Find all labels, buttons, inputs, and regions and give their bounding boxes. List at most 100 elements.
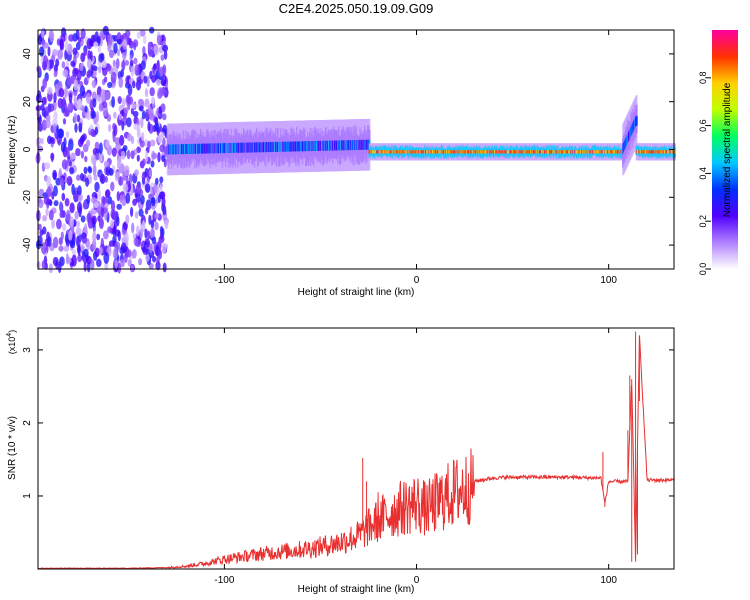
spectrogram-cell xyxy=(96,35,101,44)
spectrogram-cell xyxy=(52,118,58,127)
spectrogram-cell xyxy=(118,176,124,186)
spectrogram-cell xyxy=(61,192,66,201)
spectrogram-cell xyxy=(130,150,135,160)
spectrogram-cell xyxy=(69,167,75,175)
spectrogram-cell xyxy=(151,236,157,245)
spectrogram-cell xyxy=(160,54,165,61)
spectrogram-cell xyxy=(111,96,115,108)
spectrogram-cell xyxy=(77,36,82,43)
spectrogram-cell xyxy=(118,76,124,88)
spectrogram-cell xyxy=(70,60,76,67)
spectrogram-cell xyxy=(79,63,84,72)
spectrogram-cell xyxy=(97,188,102,201)
spectrogram-cell xyxy=(130,206,134,217)
spectrogram-cell xyxy=(67,102,72,111)
spectrogram-cell xyxy=(110,71,117,84)
spectrogram-cell xyxy=(144,228,148,239)
spectrogram-cell xyxy=(116,38,123,45)
spectrogram-cell xyxy=(85,177,90,187)
spectrogram-cell xyxy=(51,219,55,229)
spectrogram-cell xyxy=(97,45,101,53)
spectrogram-cell xyxy=(142,158,146,166)
spectrogram-cell xyxy=(109,49,114,59)
spectrogram-cell xyxy=(122,38,128,51)
spectrogram-cell xyxy=(120,242,127,253)
spectrogram-cell xyxy=(154,212,160,220)
spectrogram-cell xyxy=(105,139,110,149)
spectrogram-cell xyxy=(149,70,153,80)
spectrogram-cell xyxy=(128,96,134,105)
spectrogram-cell xyxy=(116,203,122,210)
spectrogram-cell xyxy=(62,69,69,78)
spectrogram-y-tick-label: 0 xyxy=(22,146,33,152)
colorbar-tick-label: 0.6 xyxy=(698,119,708,132)
spectrogram-cell xyxy=(95,152,99,161)
spectrogram-cell xyxy=(162,113,167,121)
spectrogram-cell xyxy=(45,208,49,217)
spectrogram-cell xyxy=(137,98,144,106)
spectrogram-panel: -100 0 100 -40 -20 0 20 40 Height of straight … xyxy=(7,25,676,298)
colorbar: 0.0 0.2 0.4 0.6 0.8 Normalized spectral ampl… xyxy=(698,30,738,275)
spectrogram-cell xyxy=(143,35,147,44)
spectrogram-cell xyxy=(62,118,67,125)
spectrogram-cell xyxy=(113,111,117,119)
spectrogram-cell xyxy=(77,98,83,109)
spectrogram-cell xyxy=(56,38,61,46)
spectrogram-cell xyxy=(148,169,153,178)
spectrogram-cell xyxy=(61,159,68,170)
spectrogram-cell xyxy=(86,240,91,251)
spectrogram-cell xyxy=(155,177,159,185)
spectrogram-cell xyxy=(160,131,165,139)
spectrogram-cell xyxy=(86,255,92,265)
spectrogram-cell xyxy=(113,42,118,54)
spectrogram-cell xyxy=(86,38,93,50)
spectrogram-cell xyxy=(156,256,160,265)
snr-plot-area xyxy=(38,328,674,569)
spectrogram-cell xyxy=(159,66,164,77)
spectrogram-cell xyxy=(53,92,57,103)
snr-panel: -100 0 100 1 2 3 Height of straight line (km… xyxy=(6,327,675,595)
spectrogram-cell xyxy=(90,63,94,76)
spectrogram-cell xyxy=(153,44,159,56)
spectrogram-cell xyxy=(90,154,97,165)
spectrogram-cell xyxy=(107,33,113,46)
spectrogram-cell xyxy=(114,259,118,269)
spectrogram-cell xyxy=(136,154,140,162)
spectrogram-cell xyxy=(91,79,97,89)
spectrogram-cell xyxy=(65,209,71,222)
spectrogram-cell xyxy=(126,149,131,160)
spectrogram-cell xyxy=(128,173,133,184)
spectrogram-cell xyxy=(41,260,46,270)
spectrogram-cell xyxy=(37,235,43,246)
spectrogram-cell xyxy=(123,165,130,177)
spectrogram-cell xyxy=(42,215,48,222)
spectrogram-cell xyxy=(150,219,155,229)
spectrogram-cell xyxy=(49,103,55,112)
spectrogram-cell xyxy=(131,222,135,234)
snr-x-tick-label: 0 xyxy=(414,575,420,586)
spectrogram-cell xyxy=(68,229,73,241)
spectrogram-cell xyxy=(40,137,44,145)
spectrogram-cell xyxy=(80,150,84,159)
spectrogram-cell xyxy=(102,101,108,109)
spectrogram-cell xyxy=(110,181,115,192)
spectrogram-cell xyxy=(149,87,155,97)
spectrogram-cell xyxy=(127,133,132,142)
spectrogram-cell xyxy=(92,231,97,243)
spectrogram-y-tick-label: 20 xyxy=(22,96,33,108)
spectrogram-cell xyxy=(117,96,122,104)
spectrogram-cell xyxy=(90,259,95,271)
spectrogram-cell xyxy=(142,246,146,253)
snr-y-tick-label: 3 xyxy=(22,347,33,353)
spectrogram-cell xyxy=(137,131,141,139)
spectrogram-cell xyxy=(102,105,109,117)
spectrogram-cell xyxy=(39,229,44,236)
spectrogram-cell xyxy=(159,226,164,234)
spectrogram-cell xyxy=(86,212,92,223)
spectrogram-cell xyxy=(65,253,69,265)
spectrogram-cell xyxy=(70,240,76,249)
spectrogram-cell xyxy=(114,241,121,251)
spectrogram-cell xyxy=(158,238,162,250)
spectrogram-cell xyxy=(66,175,73,186)
spectrogram-cell xyxy=(80,215,86,223)
